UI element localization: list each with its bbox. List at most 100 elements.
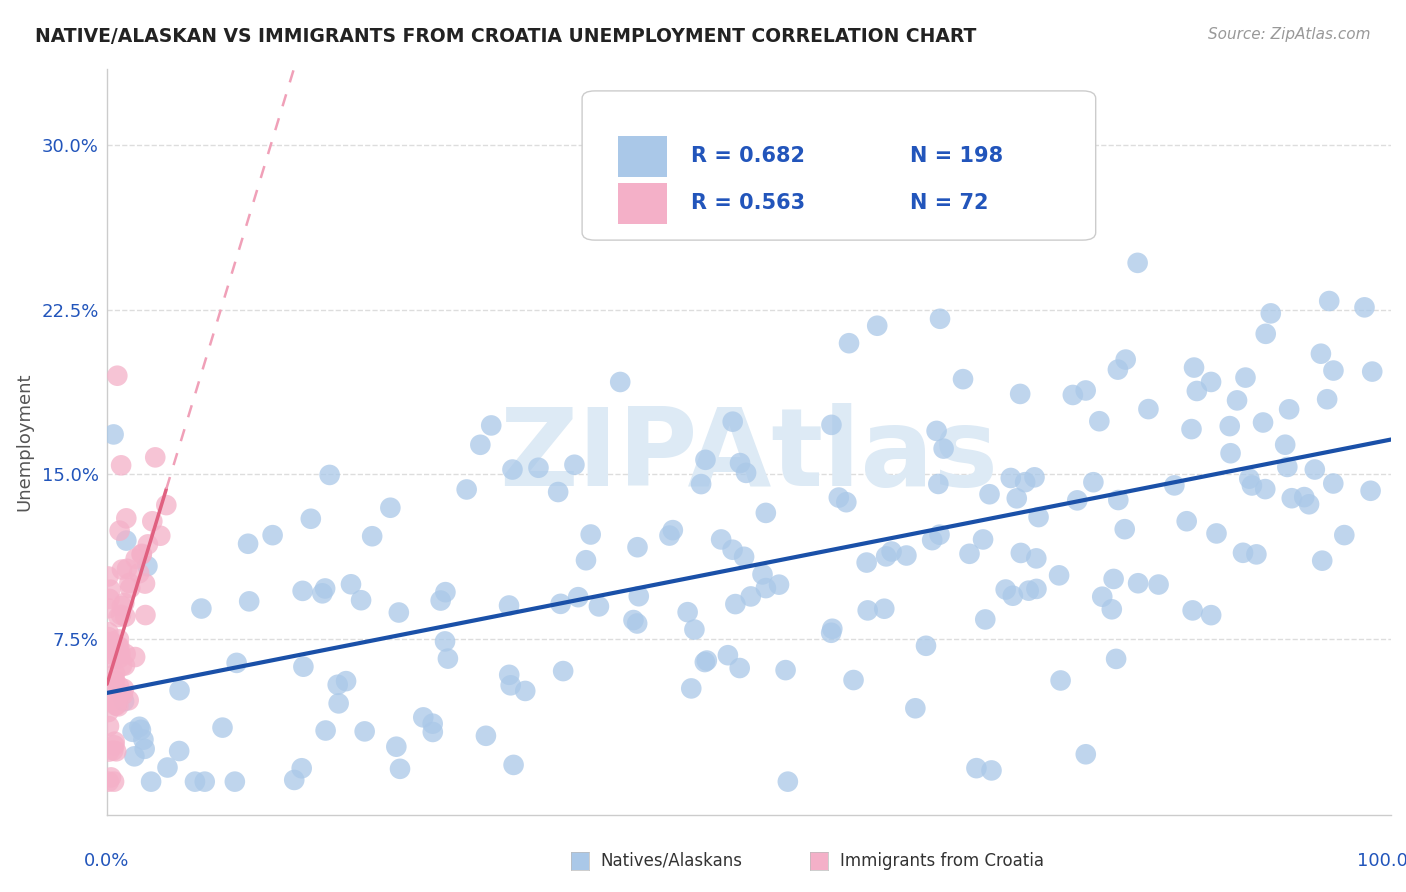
Point (959, 547, 981, 561)
Point (915, 639, 938, 653)
Point (626, 540, 648, 554)
Point (104, 698, 127, 713)
Point (132, 732, 155, 747)
Point (328, 697, 350, 711)
Point (925, 424, 948, 438)
Point (388, 606, 411, 620)
Point (1240, 478, 1263, 492)
Point (498, 668, 520, 682)
Point (1303, 462, 1326, 476)
Point (1047, 568, 1070, 582)
Point (693, 655, 716, 669)
Point (904, 701, 927, 715)
Point (1074, 747, 1097, 762)
Point (101, 641, 124, 656)
Point (1163, 478, 1185, 492)
Point (111, 658, 134, 673)
Point (721, 542, 744, 557)
Point (498, 599, 520, 613)
Point (842, 673, 865, 687)
Point (101, 692, 124, 706)
Point (1219, 446, 1241, 460)
Point (676, 605, 699, 619)
Point (104, 734, 127, 748)
Point (1254, 482, 1277, 496)
Point (1147, 577, 1170, 591)
Point (361, 529, 384, 543)
Point (97, 681, 120, 696)
Point (110, 687, 132, 701)
Point (575, 553, 598, 567)
Point (104, 673, 127, 688)
FancyBboxPatch shape (582, 91, 1095, 240)
Point (502, 758, 524, 772)
Point (318, 467, 340, 482)
Point (97, 705, 120, 719)
Text: Source: ZipAtlas.com: Source: ZipAtlas.com (1208, 27, 1371, 42)
Point (627, 589, 650, 603)
Point (479, 418, 502, 433)
Point (1088, 414, 1111, 428)
Point (1091, 590, 1114, 604)
Point (236, 537, 259, 551)
Point (866, 318, 889, 333)
Point (994, 582, 1017, 597)
Point (97, 638, 120, 652)
Point (107, 699, 129, 714)
Point (1232, 546, 1254, 560)
Point (856, 603, 879, 617)
Point (97, 630, 120, 644)
Point (1298, 497, 1320, 511)
Point (112, 681, 135, 696)
Bar (619, 136, 666, 177)
Point (1219, 419, 1241, 434)
Point (820, 625, 842, 640)
Point (1137, 402, 1160, 417)
Point (1277, 459, 1299, 474)
Point (1185, 384, 1208, 398)
Point (658, 528, 681, 542)
Point (115, 533, 138, 548)
Point (690, 477, 713, 491)
Y-axis label: Unemployment: Unemployment (15, 372, 32, 511)
Point (291, 761, 314, 775)
Point (112, 694, 135, 708)
Point (1107, 362, 1129, 376)
Point (775, 663, 797, 677)
Point (740, 590, 762, 604)
Point (412, 710, 434, 724)
Point (389, 762, 412, 776)
Point (131, 548, 153, 562)
Point (103, 427, 125, 442)
Point (979, 487, 1001, 501)
Point (125, 551, 148, 566)
Point (190, 601, 212, 615)
Point (211, 721, 233, 735)
Point (120, 581, 142, 595)
Bar (619, 183, 666, 224)
Point (873, 601, 896, 615)
Point (579, 527, 602, 541)
Point (437, 651, 460, 665)
Point (1322, 476, 1344, 491)
Point (129, 723, 152, 737)
Point (755, 581, 778, 595)
Point (609, 375, 631, 389)
Point (1353, 301, 1375, 315)
Point (429, 593, 451, 607)
Point (225, 656, 247, 670)
Point (136, 537, 159, 551)
Point (1066, 493, 1088, 508)
Point (564, 458, 586, 472)
Point (980, 764, 1002, 778)
Point (1239, 472, 1261, 486)
Point (515, 684, 537, 698)
Point (105, 368, 128, 383)
Point (499, 678, 522, 692)
Point (101, 635, 124, 649)
Point (626, 616, 648, 631)
Point (1126, 256, 1149, 270)
Point (1361, 365, 1384, 379)
Point (98, 639, 121, 653)
Point (1281, 491, 1303, 506)
